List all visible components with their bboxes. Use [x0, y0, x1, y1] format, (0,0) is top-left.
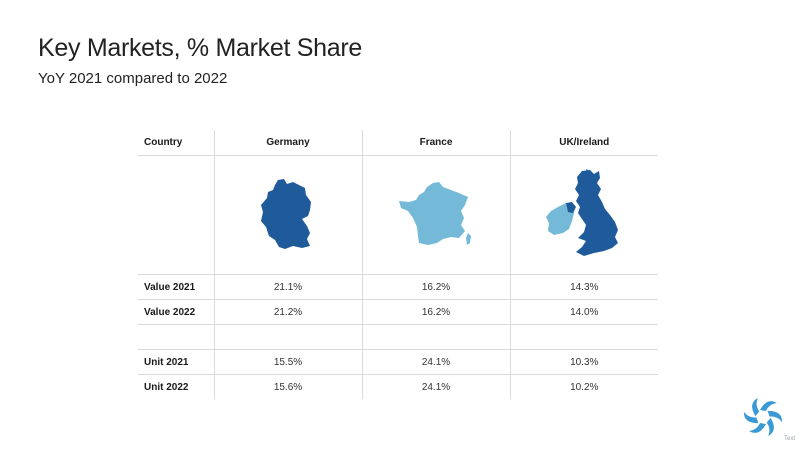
table-cell: 16.2% — [361, 299, 510, 325]
row-label: Value 2022 — [138, 299, 214, 325]
page-subtitle: YoY 2021 compared to 2022 — [38, 70, 228, 87]
table-cell: 10.2% — [509, 374, 658, 399]
row-label — [138, 324, 214, 350]
table-row: Value 2021 21.1% 16.2% 14.3% — [138, 274, 658, 300]
brand-swirl-logo-icon — [743, 397, 783, 437]
germany-map-icon — [261, 179, 311, 249]
column-header-germany: Germany — [213, 130, 362, 156]
page-title: Key Markets, % Market Share — [38, 34, 362, 62]
table-cell — [213, 324, 362, 350]
column-header-france: France — [361, 130, 510, 156]
table-cell — [361, 324, 510, 350]
table-cell: 15.6% — [213, 374, 362, 399]
row-label: Unit 2022 — [144, 381, 189, 393]
table-cell: 21.1% — [213, 274, 362, 300]
france-map-cell — [361, 155, 510, 275]
table-cell: 15.5% — [213, 349, 362, 375]
germany-map-cell — [213, 155, 362, 275]
uk-ireland-map-icon — [546, 169, 619, 256]
table-cell: 14.0% — [509, 299, 658, 325]
table-cell — [509, 324, 658, 350]
table-row: Unit 2022 15.6% 24.1% 10.2% — [138, 374, 658, 399]
map-row — [138, 155, 658, 275]
map-row-label — [138, 155, 214, 275]
column-header-uk-ireland: UK/Ireland — [509, 130, 658, 156]
france-map-icon — [399, 182, 471, 245]
table-cell: 10.3% — [509, 349, 658, 375]
table-cell: 24.1% — [361, 374, 510, 399]
market-share-table: Country Germany France UK/Ireland — [138, 130, 658, 399]
table-cell: 16.2% — [361, 274, 510, 300]
uk-ireland-map-cell — [509, 155, 658, 275]
table-cell: 21.2% — [213, 299, 362, 325]
row-label: Value 2021 — [138, 274, 214, 300]
table-cell: 24.1% — [361, 349, 510, 375]
footer-text: Text — [784, 436, 796, 442]
column-header-country: Country — [138, 130, 214, 156]
row-label: Unit 2021 — [138, 349, 214, 375]
table-cell: 14.3% — [509, 274, 658, 300]
table-row-spacer — [138, 324, 658, 350]
table-row: Unit 2021 15.5% 24.1% 10.3% — [138, 349, 658, 375]
table-row: Value 2022 21.2% 16.2% 14.0% — [138, 299, 658, 325]
table-header-row: Country Germany France UK/Ireland — [138, 130, 658, 156]
